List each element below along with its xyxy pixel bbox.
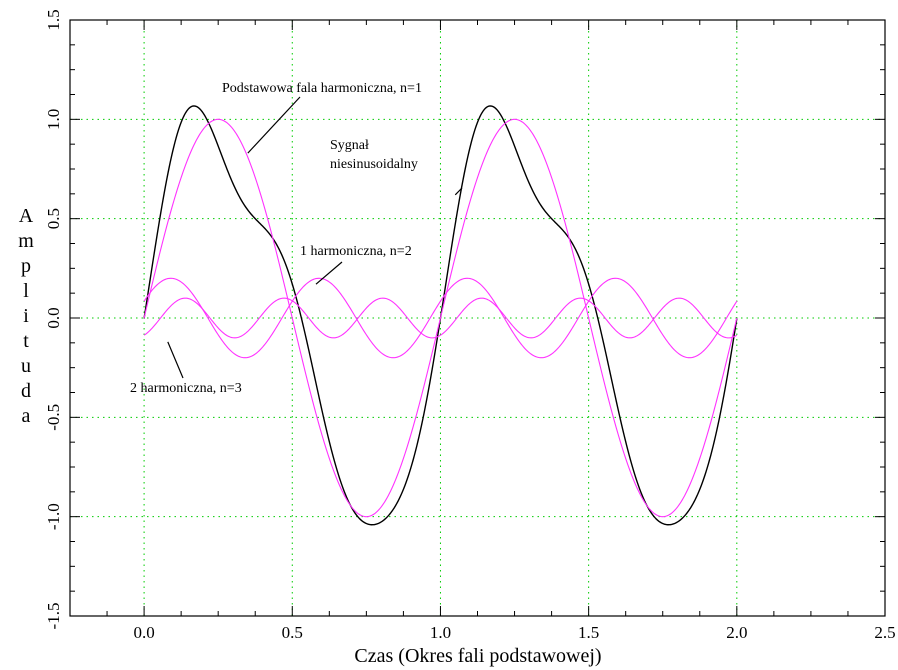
y-axis-title-letter: t — [23, 330, 29, 352]
x-axis-title: Czas (Okres fali podstawowej) — [354, 645, 601, 667]
y-tick-label: -1.0 — [44, 503, 63, 530]
y-tick-label: -0.5 — [44, 404, 63, 431]
series-group — [143, 105, 738, 526]
y-tick-label: 1.5 — [44, 9, 63, 30]
annotation-leader-line — [167, 341, 184, 379]
annotation-n1-label: Podstawowa fala harmoniczna, n=1 — [222, 81, 422, 96]
harmonic-n3-curve — [143, 297, 738, 339]
annotation-signal-label-line1: Sygnał — [330, 138, 369, 153]
y-axis-title-letter: p — [21, 255, 31, 277]
y-tick-label: 1.0 — [44, 109, 63, 130]
y-axis-title-letter: i — [23, 305, 29, 327]
y-tick-label: -1.5 — [44, 603, 63, 630]
x-tick-label: 1.5 — [578, 623, 599, 642]
x-tick-label: 2.0 — [726, 623, 747, 642]
annotations: Podstawowa fala harmoniczna, n=1 Sygnał … — [130, 81, 463, 396]
y-axis-title-letter: A — [19, 205, 34, 227]
x-tick-label: 2.5 — [874, 623, 895, 642]
y-axis-title-letter: d — [21, 380, 31, 402]
annotation-leader-line — [315, 261, 343, 285]
harmonic-n1-curve — [143, 118, 738, 518]
y-axis-title-letter: a — [22, 405, 31, 427]
axis-ticks: 0.0 0.5 1.0 1.5 2.0 2.5 -1.5 -1.0 -0.5 0.0 0.5 1.0 1… — [44, 9, 896, 642]
y-axis-title-letter: u — [21, 355, 31, 377]
annotation-n3-label: 2 harmoniczna, n=3 — [130, 381, 242, 396]
y-axis-title-letter: l — [23, 280, 29, 302]
grid — [70, 20, 885, 616]
x-tick-label: 1.0 — [430, 623, 451, 642]
x-tick-label: 0.5 — [282, 623, 303, 642]
annotation-n2-label: 1 harmoniczna, n=2 — [300, 244, 412, 259]
y-tick-label: 0.5 — [44, 208, 63, 229]
annotation-signal-label-line2: niesinusoidalny — [330, 157, 418, 172]
x-tick-label: 0.0 — [133, 623, 154, 642]
harmonic-n2-curve — [143, 277, 738, 359]
y-axis-title-letter: m — [18, 230, 34, 252]
annotation-leader-line — [247, 96, 301, 154]
y-tick-label: 0.0 — [44, 307, 63, 328]
annotation-leader-line — [454, 187, 463, 196]
